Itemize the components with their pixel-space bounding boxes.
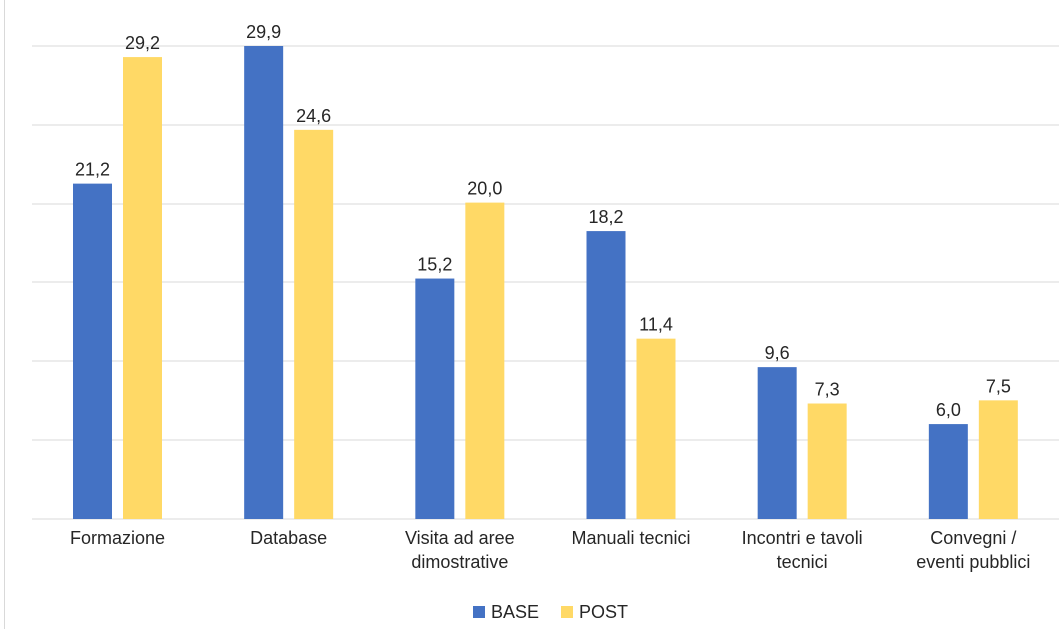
category-label: Incontri e tavoli tecnici bbox=[742, 528, 863, 572]
category-label: Database bbox=[250, 528, 327, 548]
legend-swatch-post bbox=[561, 606, 573, 618]
bar-base bbox=[415, 278, 455, 519]
category-label: Formazione bbox=[70, 528, 165, 548]
bar-base bbox=[928, 424, 968, 519]
bar-base bbox=[244, 46, 284, 519]
data-label: 11,4 bbox=[639, 315, 673, 335]
data-label: 18,2 bbox=[588, 207, 623, 227]
chart-border bbox=[4, 0, 5, 629]
data-label: 29,9 bbox=[246, 22, 281, 42]
bar-post bbox=[807, 403, 847, 519]
category-label: Visita ad aree dimostrative bbox=[405, 528, 515, 572]
bar-post bbox=[294, 129, 334, 519]
category-label: Convegni / eventi pubblici bbox=[916, 528, 1030, 572]
data-label: 6,0 bbox=[936, 400, 961, 420]
legend-swatch-base bbox=[473, 606, 485, 618]
data-label: 24,6 bbox=[296, 106, 331, 126]
bar-post bbox=[123, 57, 162, 519]
bar-base bbox=[73, 183, 112, 519]
legend-label: POST bbox=[579, 602, 628, 622]
data-label: 21,2 bbox=[75, 160, 110, 180]
data-label: 15,2 bbox=[417, 255, 452, 275]
data-label: 7,5 bbox=[986, 376, 1011, 396]
data-label: 29,2 bbox=[125, 33, 160, 53]
bar-post bbox=[465, 202, 505, 519]
bar-post bbox=[636, 338, 676, 519]
bar-post bbox=[978, 400, 1018, 519]
data-label: 20,0 bbox=[467, 179, 502, 199]
category-label: Manuali tecnici bbox=[571, 528, 690, 548]
data-label: 9,6 bbox=[765, 343, 790, 363]
bar-base bbox=[586, 231, 626, 519]
legend-label: BASE bbox=[491, 602, 539, 622]
data-label: 7,3 bbox=[815, 380, 840, 400]
bar-base bbox=[757, 367, 797, 519]
